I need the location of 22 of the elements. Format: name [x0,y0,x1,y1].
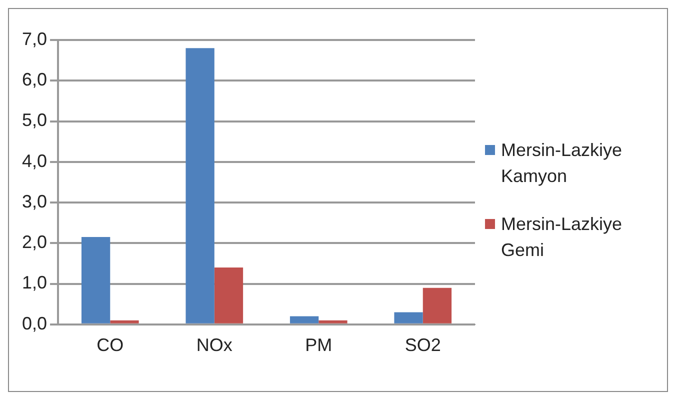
bar [186,48,214,324]
x-tick-label: NOx [196,335,232,356]
bar [394,312,423,324]
y-tick-label: 6,0 [22,70,48,90]
bar [318,320,348,324]
bar [214,268,244,324]
legend-label: Mersin-Lazkiye Gemi [501,213,624,262]
bar [422,288,452,324]
x-tick-label: PM [305,335,332,356]
y-tick-label: 2,0 [22,232,48,252]
y-tick-label: 0,0 [22,313,48,334]
y-tick-label: 5,0 [22,110,48,130]
y-tick-label: 7,0 [22,28,48,49]
bar [110,320,139,324]
bar [81,237,110,324]
y-tick-label: 3,0 [22,191,48,212]
y-tick-label: 4,0 [22,150,48,171]
bar [290,316,319,324]
x-tick-label: SO2 [404,335,441,356]
legend-label: Mersin-Lazkiye Kamyon [501,139,624,188]
y-tick-label: 1,0 [22,272,48,293]
x-tick-label: CO [96,335,124,356]
